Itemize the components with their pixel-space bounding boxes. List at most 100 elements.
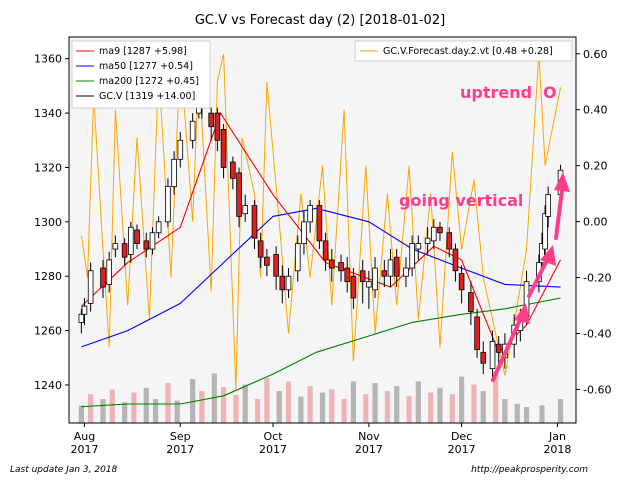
- candle-body: [381, 270, 388, 277]
- candle-body: [301, 221, 307, 244]
- volume-bar: [394, 386, 400, 423]
- volume-bar: [152, 399, 159, 423]
- volume-bar: [350, 381, 357, 423]
- candle-body: [251, 205, 258, 239]
- legend-left-box: [71, 40, 211, 109]
- y-left-tick-label: 1240: [34, 379, 62, 392]
- x-tick-label-month: Nov: [358, 430, 380, 443]
- candle-body: [430, 226, 437, 242]
- volume-bar: [122, 402, 128, 423]
- volume-bar: [165, 383, 171, 423]
- candle-body: [128, 226, 134, 255]
- candle-body: [189, 120, 196, 141]
- candle-body: [307, 205, 313, 223]
- volume-bar: [285, 381, 292, 423]
- chart-title: GC.V vs Forecast day (2) [2018-01-02]: [195, 13, 445, 28]
- candle-body: [409, 243, 415, 269]
- candle-body: [322, 240, 329, 261]
- y-left-tick-label: 1280: [34, 270, 62, 283]
- y-left-tick-label: 1300: [34, 216, 62, 229]
- ma200-line: [81, 297, 561, 408]
- candle-body: [149, 232, 156, 250]
- candle-body: [489, 341, 496, 370]
- volume-bar: [264, 378, 270, 423]
- candle-body: [285, 275, 292, 291]
- footer-source-url: http://peakprosperity.com: [471, 465, 588, 475]
- legend-label-ma200: ma200 [1272 +0.45]: [99, 76, 199, 87]
- y-right-tick-label: 0.20: [583, 160, 608, 173]
- candle-body: [208, 112, 215, 128]
- candle-body: [344, 267, 351, 283]
- y-right-tick-label: -0.40: [583, 327, 611, 340]
- legend-label-ma9: ma9 [1287 +5.98]: [99, 46, 187, 57]
- volume-bar: [415, 381, 421, 423]
- y-right-tick-label: -0.60: [583, 383, 611, 396]
- candle-body: [458, 273, 465, 291]
- candle-body: [474, 316, 480, 351]
- volume-bar: [384, 391, 391, 423]
- candle-body: [294, 243, 301, 272]
- candle-body: [437, 226, 443, 234]
- legend-label-gcv: GC.V [1319 +14.00]: [99, 91, 195, 102]
- candle-body: [236, 172, 242, 217]
- volume-bar: [319, 392, 326, 423]
- candle-body: [230, 161, 236, 179]
- y-left-tick-label: 1260: [34, 325, 62, 338]
- candle-body: [155, 221, 162, 234]
- volume-bar: [329, 389, 335, 423]
- footer-last-update: Last update Jan 3, 2018: [10, 465, 118, 475]
- candlestick-layer: [78, 69, 564, 380]
- candle-body: [366, 281, 372, 288]
- x-tick-label-month: Sep: [170, 430, 191, 443]
- y-right-tick-label: 0.60: [583, 48, 608, 61]
- annotation-going-vertical: going vertical: [399, 191, 523, 210]
- volume-bar: [174, 400, 180, 423]
- volume-bar: [363, 394, 369, 423]
- volume-bar: [341, 399, 347, 423]
- candle-body: [480, 351, 487, 364]
- candle-body: [100, 267, 106, 288]
- candle-body: [134, 229, 140, 244]
- volume-bar: [523, 407, 530, 423]
- y-left-tick-label: 1320: [34, 161, 62, 174]
- volume-bar: [298, 396, 304, 423]
- candle-body: [403, 267, 409, 277]
- candle-body: [214, 112, 221, 141]
- volume-bar: [493, 371, 499, 423]
- volume-bar: [449, 394, 455, 423]
- candle-body: [165, 186, 171, 223]
- arrow-2-head: [540, 245, 556, 266]
- candle-body: [273, 254, 279, 277]
- candle-body: [177, 139, 184, 160]
- candle-body: [372, 267, 378, 291]
- arrow-1-head: [514, 303, 530, 324]
- annotation-arrows: [491, 172, 570, 382]
- volume-bar: [276, 391, 282, 423]
- x-tick-label-year: 2017: [259, 443, 287, 456]
- volume-bar: [307, 386, 313, 423]
- volume-bar: [254, 399, 261, 423]
- candle-body: [539, 243, 545, 264]
- x-tick-label-month: Jan: [548, 430, 566, 443]
- candle-body: [264, 256, 270, 266]
- arrow-3-shaft: [554, 188, 564, 240]
- volume-bar: [190, 379, 196, 423]
- candle-body: [220, 129, 227, 168]
- volume-bar: [131, 392, 137, 423]
- volume-bar: [514, 403, 520, 423]
- candle-body: [171, 158, 177, 187]
- candle-body: [328, 259, 335, 269]
- candle-body: [415, 243, 422, 250]
- volume-bar: [242, 384, 248, 423]
- right-y-axis: 0.60 0.40 0.20 0.00 -0.20 -0.40 -0.60: [576, 48, 611, 396]
- ma50-line: [81, 207, 561, 348]
- volume-bar: [372, 383, 378, 423]
- annotation-uptrend: uptrend: [460, 83, 532, 102]
- y-left-tick-label: 1340: [34, 107, 62, 120]
- volume-bar: [428, 392, 434, 423]
- legend-left: ma9 [1287 +5.98] ma50 [1277 +0.54] ma200…: [71, 40, 211, 109]
- legend-right: GC.V.Forecast.day.2.vt [0.48 +0.28]: [354, 40, 573, 62]
- left-y-axis: 1240 1260 1280 1300 1320 1340 1360: [34, 53, 69, 392]
- volume-bar: [220, 387, 227, 423]
